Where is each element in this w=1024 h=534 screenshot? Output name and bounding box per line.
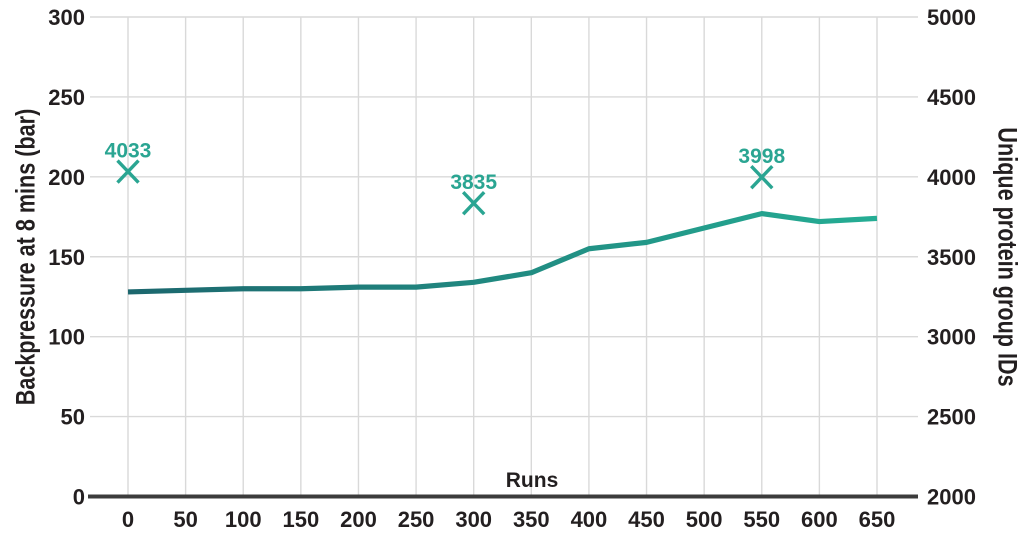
x-axis-tick-label: 0 <box>122 507 134 532</box>
x-axis-tick-label: 250 <box>398 507 435 532</box>
protein-id-value-label: 3998 <box>738 145 785 168</box>
x-axis-title: Runs <box>506 469 559 492</box>
left-axis-title: Backpressure at 8 mins (bar) <box>10 108 41 406</box>
left-axis-tick-label: 300 <box>48 5 85 30</box>
right-axis-tick-label: 4500 <box>927 85 976 110</box>
right-axis-tick-label: 3500 <box>927 245 976 270</box>
x-axis-tick-label: 300 <box>455 507 492 532</box>
right-axis-title: Unique protein group IDs <box>992 127 1023 387</box>
x-axis-tick-label: 400 <box>571 507 608 532</box>
left-axis-tick-label: 50 <box>61 405 85 430</box>
backpressure-line <box>127 210 878 295</box>
left-axis-tick-label: 150 <box>48 245 85 270</box>
left-axis-tick-label: 100 <box>48 325 85 350</box>
right-axis-tick-label: 4000 <box>927 165 976 190</box>
left-axis-tick-label: 250 <box>48 85 85 110</box>
x-axis-tick-label: 100 <box>225 507 262 532</box>
right-axis-tick-label: 3000 <box>927 325 976 350</box>
right-axis-tick-label: 2500 <box>927 405 976 430</box>
protein-id-value-label: 3835 <box>450 171 497 194</box>
x-axis-tick-label: 600 <box>801 507 838 532</box>
x-axis-tick-label: 450 <box>628 507 665 532</box>
x-axis-tick-label: 650 <box>859 507 896 532</box>
right-axis-tick-label: 5000 <box>927 5 976 30</box>
protein-id-x-marker-icon <box>461 191 486 216</box>
x-axis-tick-label: 350 <box>513 507 550 532</box>
protein-id-x-marker-icon <box>750 164 774 190</box>
right-axis-tick-label: 2000 <box>927 485 976 510</box>
x-axis-tick-label: 500 <box>686 507 723 532</box>
left-axis-tick-label: 200 <box>48 165 85 190</box>
left-axis-tick-label: 0 <box>73 485 85 510</box>
protein-id-x-marker-icon <box>116 159 140 184</box>
x-axis-tick-label: 150 <box>282 507 319 532</box>
x-axis-tick-label: 200 <box>340 507 377 532</box>
protein-id-value-label: 4033 <box>105 140 152 163</box>
x-axis-tick-label: 50 <box>173 507 197 532</box>
x-axis-tick-label: 550 <box>743 507 780 532</box>
